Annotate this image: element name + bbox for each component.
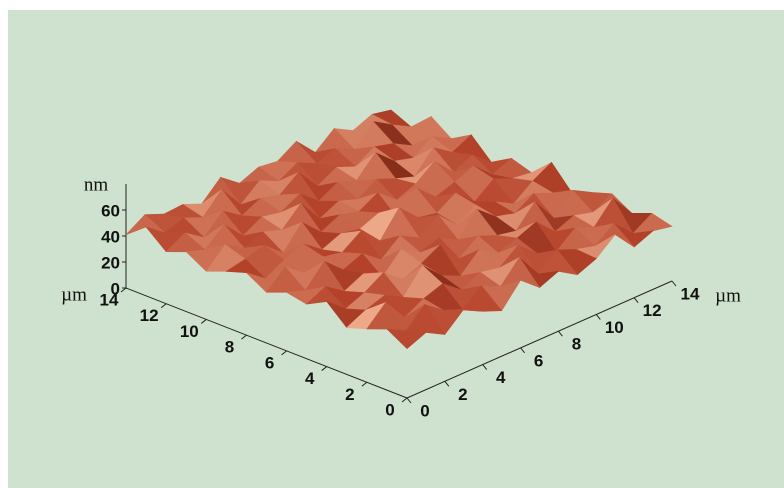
- x-tick-label: 0: [420, 401, 429, 420]
- chart: 02468101214024681012140204060nmµmµm: [0, 0, 784, 488]
- y-tick-label: 0: [385, 400, 394, 419]
- y-tick-label: 12: [140, 306, 159, 325]
- z-axis-label: nm: [84, 174, 109, 195]
- x-tick-label: 6: [534, 351, 543, 370]
- y-axis-label: µm: [61, 284, 87, 305]
- y-tick-label: 10: [180, 322, 199, 341]
- y-tick-label: 8: [225, 338, 234, 357]
- z-tick-label: 40: [101, 227, 120, 246]
- y-tick-label: 2: [345, 385, 354, 404]
- z-tick-label: 20: [101, 253, 120, 272]
- z-tick-label: 0: [111, 279, 120, 298]
- z-tick-label: 60: [101, 201, 120, 220]
- x-tick-label: 12: [643, 301, 662, 320]
- y-tick-label: 4: [305, 369, 315, 388]
- x-axis-label: µm: [715, 285, 741, 306]
- x-tick-label: 4: [496, 368, 506, 387]
- x-tick-label: 2: [458, 385, 467, 404]
- y-tick-label: 6: [265, 353, 274, 372]
- x-tick-label: 10: [605, 318, 624, 337]
- x-tick-label: 8: [572, 335, 581, 354]
- x-tick-label: 14: [681, 284, 700, 303]
